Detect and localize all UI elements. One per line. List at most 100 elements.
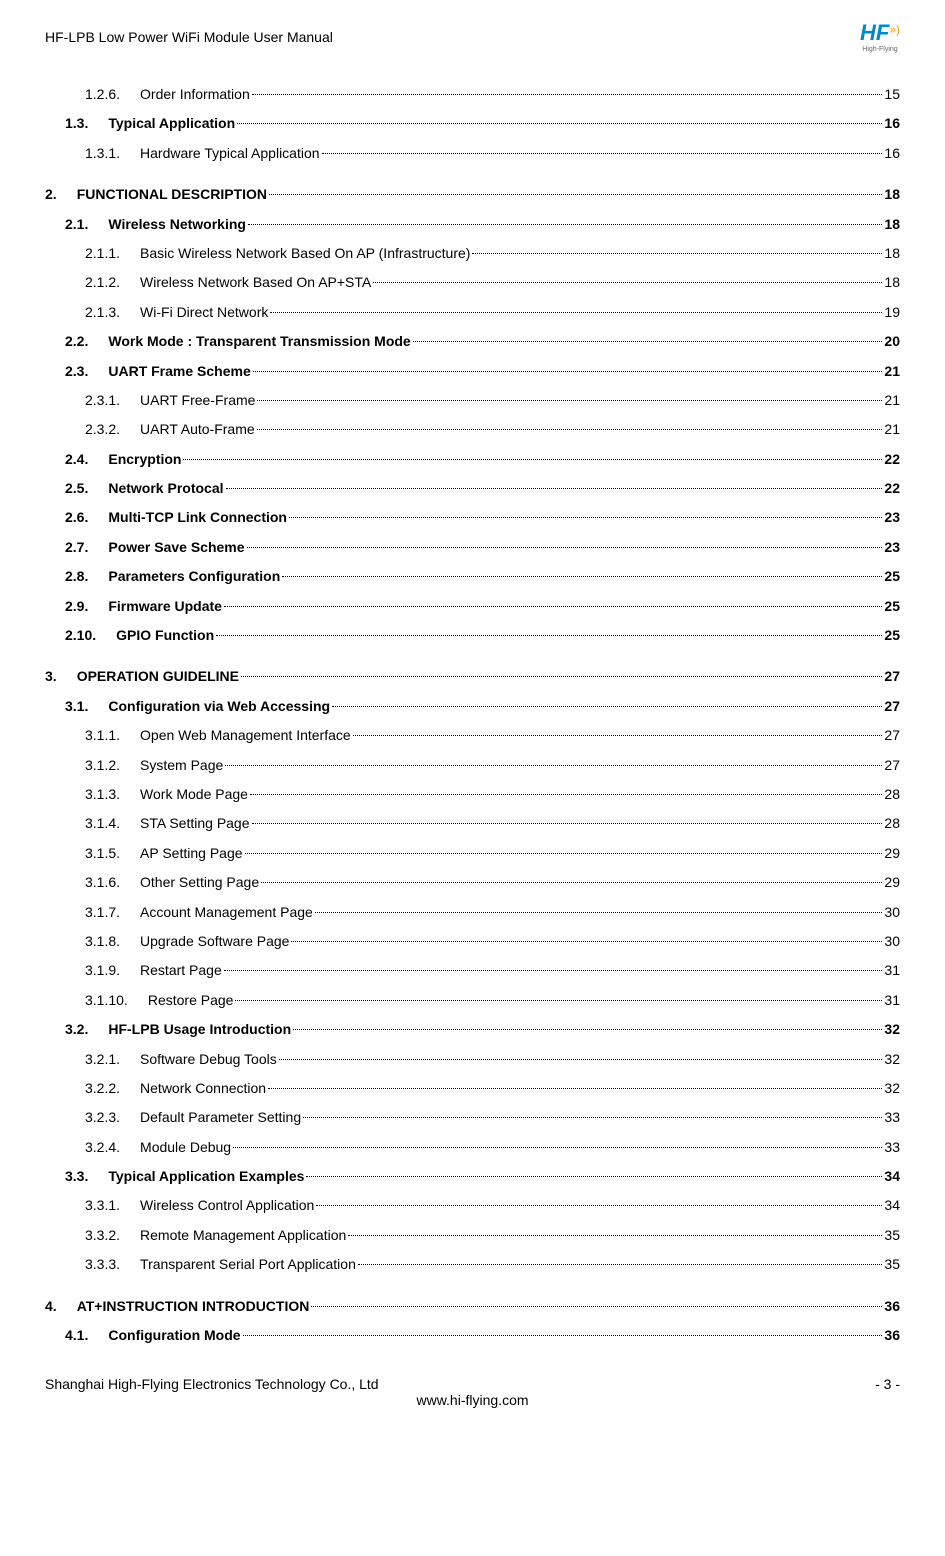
toc-dots <box>224 606 882 607</box>
toc-page: 21 <box>884 360 900 382</box>
toc-page: 33 <box>884 1106 900 1128</box>
toc-number: 3.3.3. <box>85 1253 140 1275</box>
toc-text: OPERATION GUIDELINE <box>77 665 239 687</box>
toc-page: 28 <box>884 783 900 805</box>
toc-text: Multi-TCP Link Connection <box>108 506 287 528</box>
footer-page-number: - 3 - <box>875 1376 900 1392</box>
toc-text: Transparent Serial Port Application <box>140 1253 356 1275</box>
toc-dots <box>250 794 882 795</box>
toc-entry: 2.6.Multi-TCP Link Connection 23 <box>45 506 900 528</box>
toc-number: 1.2.6. <box>85 83 140 105</box>
toc-page: 36 <box>884 1324 900 1346</box>
toc-text: Encryption <box>108 448 181 470</box>
toc-number: 3.1. <box>65 695 108 717</box>
toc-page: 23 <box>884 506 900 528</box>
toc-text: Typical Application Examples <box>108 1165 304 1187</box>
toc-text: System Page <box>140 754 223 776</box>
toc-number: 3.1.3. <box>85 783 140 805</box>
toc-dots <box>252 823 883 824</box>
toc-number: 2.1.2. <box>85 271 140 293</box>
toc-entry: 3.2.4.Module Debug33 <box>45 1136 900 1158</box>
toc-number: 3.2.4. <box>85 1136 140 1158</box>
toc-number: 3.3.1. <box>85 1194 140 1216</box>
toc-text: Basic Wireless Network Based On AP (Infr… <box>140 242 470 264</box>
toc-text: Work Mode : Transparent Transmission Mod… <box>108 330 410 352</box>
logo-subtitle: High-Flying <box>862 46 897 53</box>
toc-entry: 2.3.2.UART Auto-Frame21 <box>45 418 900 440</box>
toc-entry: 2.9.Firmware Update25 <box>45 595 900 617</box>
toc-entry: 2.5.Network Protocal22 <box>45 477 900 499</box>
logo: HF») High-Flying <box>860 20 900 53</box>
toc-text: STA Setting Page <box>140 812 249 834</box>
toc-page: 34 <box>884 1165 900 1187</box>
toc-text: Wi-Fi Direct Network <box>140 301 268 323</box>
toc-number: 3.1.2. <box>85 754 140 776</box>
toc-number: 2.4. <box>65 448 108 470</box>
toc-number: 2.6. <box>65 506 108 528</box>
toc-text: Wireless Networking <box>108 213 246 235</box>
toc-entry: 2.8.Parameters Configuration25 <box>45 565 900 587</box>
toc-page: 28 <box>884 812 900 834</box>
toc-dots <box>225 765 882 766</box>
toc-entry: 3.3.2.Remote Management Application 35 <box>45 1224 900 1246</box>
toc-dots <box>270 312 882 313</box>
toc-number: 3.1.9. <box>85 959 140 981</box>
toc-page: 15 <box>884 83 900 105</box>
toc-page: 31 <box>884 959 900 981</box>
toc-number: 3.3. <box>65 1165 108 1187</box>
toc-page: 34 <box>884 1194 900 1216</box>
toc-number: 4. <box>45 1295 77 1317</box>
toc-page: 20 <box>884 330 900 352</box>
toc-entry: 1.3.1.Hardware Typical Application16 <box>45 142 900 164</box>
toc-text: Remote Management Application <box>140 1224 346 1246</box>
toc-page: 27 <box>884 665 900 687</box>
table-of-contents: 1.2.6.Order Information151.3.Typical App… <box>45 83 900 1346</box>
toc-entry: 3.OPERATION GUIDELINE27 <box>45 665 900 687</box>
toc-number: 2.1.1. <box>85 242 140 264</box>
toc-number: 3.3.2. <box>85 1224 140 1246</box>
toc-dots <box>257 400 882 401</box>
toc-text: Hardware Typical Application <box>140 142 320 164</box>
toc-entry: 3.1.9.Restart Page31 <box>45 959 900 981</box>
toc-entry: 3.1.3.Work Mode Page28 <box>45 783 900 805</box>
toc-dots <box>233 1147 882 1148</box>
logo-superscript: ») <box>889 23 900 37</box>
toc-dots <box>316 1205 882 1206</box>
toc-text: Module Debug <box>140 1136 231 1158</box>
toc-text: HF-LPB Usage Introduction <box>108 1018 291 1040</box>
toc-entry: 2.3.1.UART Free-Frame21 <box>45 389 900 411</box>
toc-number: 3.1.1. <box>85 724 140 746</box>
toc-page: 35 <box>884 1224 900 1246</box>
toc-number: 3.1.4. <box>85 812 140 834</box>
toc-dots <box>373 282 882 283</box>
toc-entry: 1.2.6.Order Information15 <box>45 83 900 105</box>
toc-text: Typical Application <box>108 112 235 134</box>
toc-number: 2.2. <box>65 330 108 352</box>
toc-entry: 3.2.1.Software Debug Tools32 <box>45 1048 900 1070</box>
toc-dots <box>243 1335 883 1336</box>
toc-page: 21 <box>884 418 900 440</box>
toc-entry: 3.1.7.Account Management Page30 <box>45 901 900 923</box>
toc-number: 3.1.5. <box>85 842 140 864</box>
toc-text: AT+INSTRUCTION INTRODUCTION <box>77 1295 310 1317</box>
toc-number: 2.3. <box>65 360 108 382</box>
toc-page: 23 <box>884 536 900 558</box>
toc-number: 2.3.1. <box>85 389 140 411</box>
toc-page: 25 <box>884 624 900 646</box>
toc-entry: 3.1.5.AP Setting Page29 <box>45 842 900 864</box>
toc-dots <box>472 253 882 254</box>
toc-page: 18 <box>884 242 900 264</box>
toc-dots <box>311 1306 882 1307</box>
toc-entry: 3.2.2.Network Connection32 <box>45 1077 900 1099</box>
toc-dots <box>279 1059 883 1060</box>
toc-page: 25 <box>884 595 900 617</box>
toc-dots <box>332 706 882 707</box>
toc-page: 36 <box>884 1295 900 1317</box>
toc-number: 2.9. <box>65 595 108 617</box>
document-footer: Shanghai High-Flying Electronics Technol… <box>45 1376 900 1392</box>
toc-number: 1.3.1. <box>85 142 140 164</box>
toc-entry: 3.1.1.Open Web Management Interface27 <box>45 724 900 746</box>
toc-entry: 3.3.Typical Application Examples 34 <box>45 1165 900 1187</box>
toc-page: 19 <box>884 301 900 323</box>
toc-page: 16 <box>884 112 900 134</box>
